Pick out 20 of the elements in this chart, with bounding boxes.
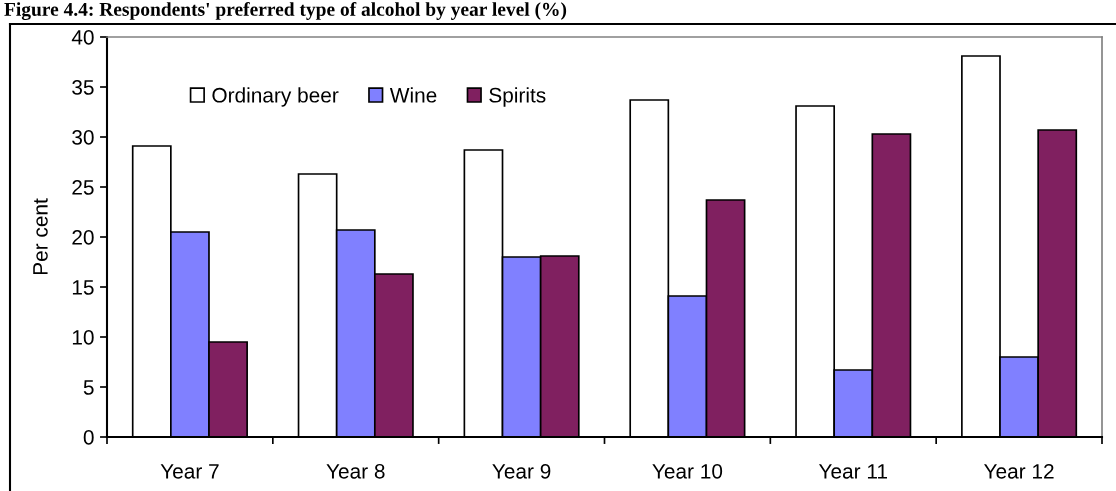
y-tick-label: 10 [72,330,94,345]
chart-title: Figure 4.4: Respondents' preferred type of alcohol by year level (%) [4,2,567,20]
x-tick-label: Year 10 [652,463,723,479]
y-tick-label: 20 [72,230,94,245]
x-tick-label: Year 8 [326,463,385,479]
legend-label: Ordinary beer [212,87,339,107]
y-tick-label: 40 [71,30,94,45]
y-tick-label: 15 [72,280,94,295]
legend-label: Spirits [489,87,546,107]
y-tick-label: 0 [83,430,94,445]
x-tick-label: Year 7 [160,464,219,479]
y-tick-label: 35 [72,80,94,95]
x-tick-label: Year 12 [984,463,1054,479]
x-tick-label: Year 9 [492,463,551,479]
y-axis-title: Per cent [33,198,48,275]
y-tick-label: 25 [72,180,94,195]
y-tick-label: 30 [72,130,94,145]
legend-label: Wine [389,87,437,103]
x-tick-label: Year 11 [818,464,887,479]
y-tick-label: 5 [83,380,94,395]
